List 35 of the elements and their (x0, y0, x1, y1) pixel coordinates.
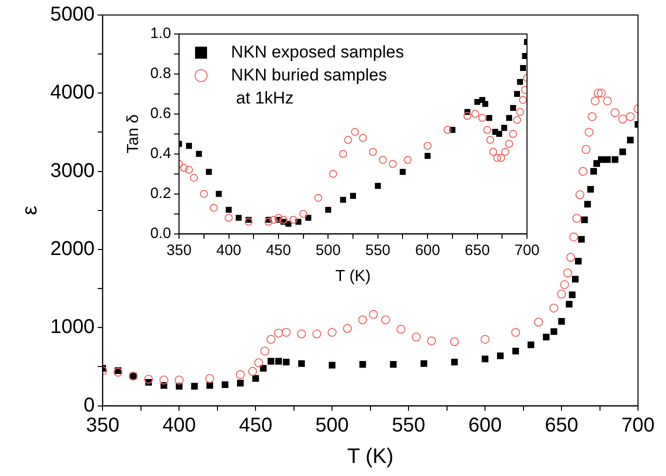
x-tick-label: 400 (216, 242, 242, 259)
y-tick-label: 1.0 (150, 25, 172, 42)
y-tick-label: 4000 (50, 82, 95, 104)
x-tick-label: 700 (621, 414, 655, 436)
y-tick-label: 0.4 (150, 145, 172, 162)
x-tick-label: 500 (315, 414, 349, 436)
y-axis-title: ε (18, 206, 42, 216)
x-tick-label: 650 (544, 414, 578, 436)
y-tick-label: 2000 (50, 238, 95, 260)
x-axis-title: T (K) (347, 445, 394, 468)
y-tick-label: 1000 (50, 316, 95, 338)
x-tick-label: 500 (316, 242, 341, 259)
y-axis-title: Tan δ (125, 114, 142, 154)
y-tick-label: 0 (84, 394, 95, 416)
x-tick-label: 350 (86, 414, 120, 436)
x-tick-label: 700 (514, 242, 540, 259)
y-tick-label: 0.0 (150, 224, 172, 242)
x-tick-label: 400 (162, 414, 196, 436)
y-tick-label: 3000 (50, 160, 95, 182)
legend-label: NKN exposed samples (231, 42, 404, 62)
x-tick-label: 550 (365, 242, 390, 259)
y-tick-label: 0.2 (150, 184, 172, 202)
x-tick-label: 450 (266, 242, 291, 259)
y-tick-label: 0.6 (150, 105, 172, 122)
x-tick-label: 550 (392, 414, 426, 436)
x-tick-label: 600 (468, 414, 502, 436)
x-tick-label: 450 (238, 414, 272, 436)
legend-label: NKN buried samples (231, 65, 387, 84)
annotation: at 1kHz (236, 88, 294, 108)
x-axis-title: T (K) (335, 268, 371, 285)
x-tick-label: 600 (415, 242, 440, 259)
x-tick-label: 650 (464, 242, 490, 259)
x-tick-label: 350 (166, 242, 192, 259)
y-tick-label: 0.8 (150, 65, 172, 82)
y-tick-label: 5000 (50, 4, 95, 26)
